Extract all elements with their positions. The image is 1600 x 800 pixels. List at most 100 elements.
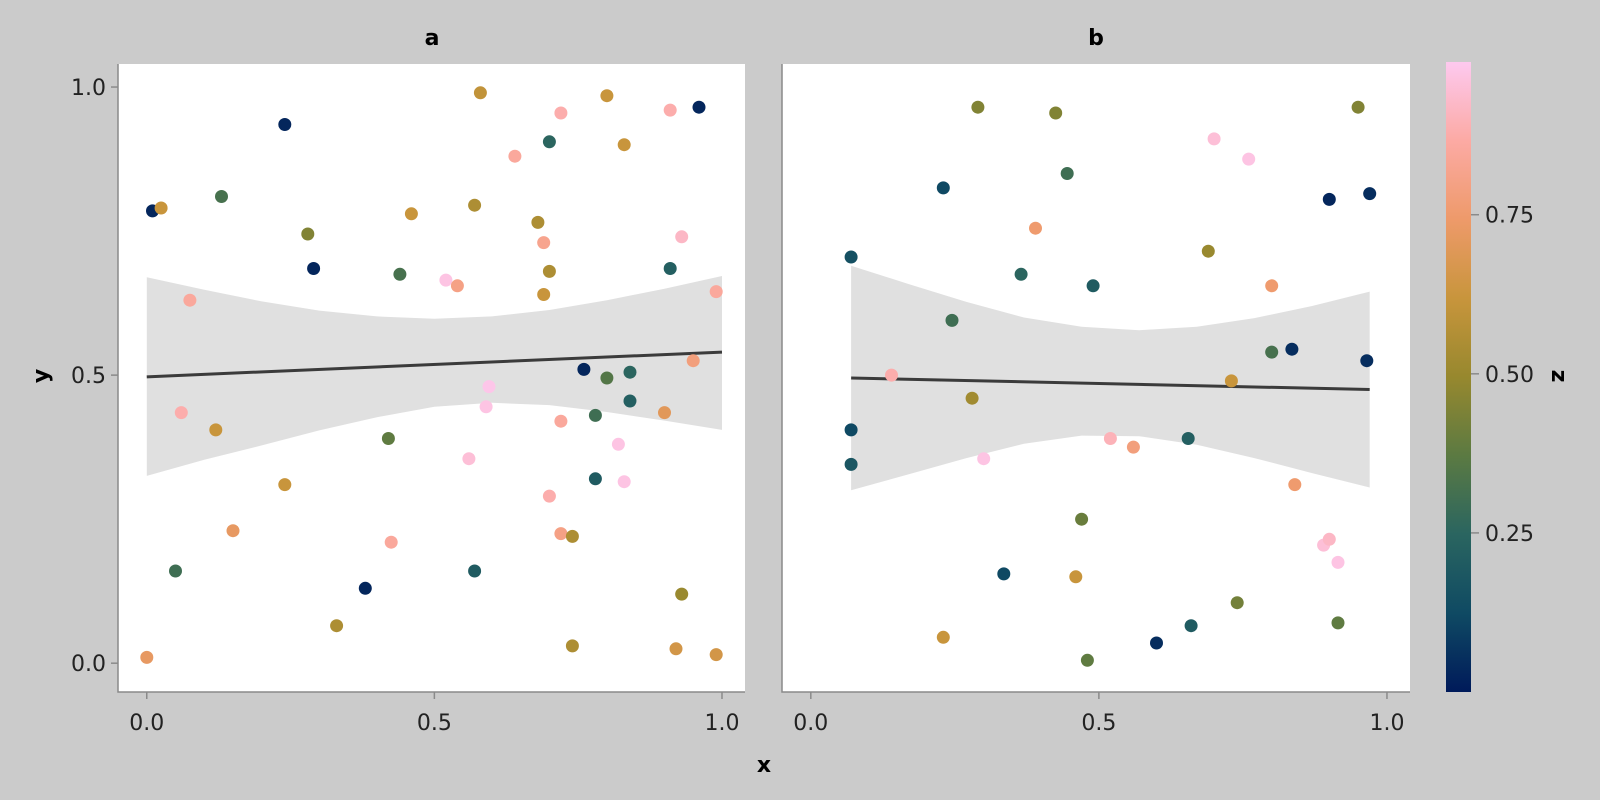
trend-line-a xyxy=(146,350,723,379)
scatter-point xyxy=(936,630,950,644)
scatter-point xyxy=(1230,596,1244,610)
scatter-point xyxy=(1126,440,1140,454)
scatter-point xyxy=(531,215,545,229)
scatter-points-a xyxy=(140,86,723,664)
scatter-point xyxy=(554,527,568,541)
scatter-point xyxy=(600,371,614,385)
scatter-point xyxy=(1322,192,1336,206)
scatter-point xyxy=(473,86,487,100)
scatter-point xyxy=(1201,244,1215,258)
scatter-point xyxy=(663,103,677,117)
scatter-point xyxy=(1103,432,1117,445)
scatter-point xyxy=(140,650,154,664)
x-axis-ticks-a: 0.0 0.5 1.0 xyxy=(129,692,739,736)
scatter-point xyxy=(1285,342,1299,356)
scatter-point xyxy=(508,149,522,163)
scatter-point xyxy=(1242,152,1256,166)
scatter-point xyxy=(183,293,197,307)
scatter-point xyxy=(1049,106,1063,120)
trend-line-b xyxy=(851,376,1370,392)
scatter-point xyxy=(301,227,315,241)
scatter-point xyxy=(154,201,168,215)
confidence-band-area xyxy=(851,265,1370,491)
scatter-point xyxy=(844,250,858,264)
scatter-point xyxy=(977,452,991,466)
scatter-point xyxy=(1360,354,1374,368)
scatter-point xyxy=(588,472,602,486)
panel-a: a 0.0 0.5 1.0 0.0 0.5 1.0 xyxy=(71,26,745,736)
regression-line xyxy=(851,376,1370,392)
scatter-point xyxy=(565,639,579,653)
scatter-point xyxy=(709,285,723,299)
scatter-point xyxy=(577,362,591,376)
scatter-point xyxy=(1363,187,1377,201)
axis-spine-a xyxy=(117,64,745,693)
scatter-point xyxy=(404,207,418,221)
scatter-point xyxy=(669,642,683,656)
scatter-point xyxy=(479,400,493,414)
scatter-point xyxy=(537,236,551,250)
scatter-point xyxy=(588,408,602,422)
confidence-band-area xyxy=(146,276,723,476)
regression-line xyxy=(146,350,723,379)
scatter-point xyxy=(358,581,372,595)
y-axis-ticks-a: 0.0 0.5 1.0 xyxy=(71,76,118,677)
scatter-point xyxy=(675,230,689,244)
scatter-point xyxy=(617,475,631,489)
scatter-point xyxy=(542,489,556,503)
scatter-point xyxy=(468,198,482,212)
scatter-point xyxy=(936,181,950,195)
scatter-point xyxy=(971,100,985,114)
scatter-point xyxy=(381,432,395,445)
scatter-point xyxy=(542,135,556,149)
scatter-point xyxy=(1181,432,1195,445)
y-tick-label: 0.0 xyxy=(71,652,106,677)
scatter-point xyxy=(600,89,614,103)
y-tick-label: 0.5 xyxy=(71,364,106,389)
scatter-point xyxy=(554,106,568,120)
scatter-point xyxy=(1075,512,1089,526)
x-tick-label: 0.0 xyxy=(793,711,828,736)
scatter-point xyxy=(174,406,188,420)
colorbar-tick-label: 0.25 xyxy=(1485,522,1534,547)
scatter-point xyxy=(209,423,223,437)
scatter-point xyxy=(1029,221,1042,235)
x-tick-label: 0.0 xyxy=(129,711,164,736)
scatter-point xyxy=(278,478,292,492)
colorbar-tick-label: 0.75 xyxy=(1485,204,1534,229)
scatter-point xyxy=(330,619,344,633)
scatter-point xyxy=(554,414,568,428)
scatter-point xyxy=(226,524,240,538)
panel-b: b 0.0 0.5 1.0 xyxy=(781,26,1410,736)
scatter-point xyxy=(278,118,292,131)
scatter-point xyxy=(844,457,858,471)
facet-title-b: b xyxy=(1088,26,1104,51)
scatter-point xyxy=(482,380,496,394)
scatter-point xyxy=(1265,279,1279,293)
scatter-point xyxy=(1086,279,1100,293)
scatter-point xyxy=(462,452,476,466)
colorbar: 0.25 0.50 0.75 z xyxy=(1446,62,1571,692)
x-axis-ticks-b: 0.0 0.5 1.0 xyxy=(793,692,1404,736)
scatter-point xyxy=(1060,167,1074,180)
scatter-point xyxy=(611,437,625,451)
x-tick-label: 0.5 xyxy=(417,711,452,736)
scatter-point xyxy=(965,391,979,405)
colorbar-tick-label: 0.50 xyxy=(1485,363,1534,388)
x-tick-label: 0.5 xyxy=(1081,711,1116,736)
colorbar-ticks: 0.25 0.50 0.75 xyxy=(1471,204,1534,547)
confidence-band-a xyxy=(146,276,723,476)
scatter-point xyxy=(844,423,858,437)
scatter-point xyxy=(1351,100,1365,114)
scatter-point xyxy=(450,279,464,293)
scatter-point xyxy=(468,564,482,578)
scatter-point xyxy=(997,567,1011,581)
x-tick-label: 1.0 xyxy=(704,711,739,736)
scatter-point xyxy=(1322,532,1336,546)
scatter-points-b xyxy=(844,100,1377,667)
scatter-point xyxy=(1331,616,1345,630)
scatter-point xyxy=(1150,636,1163,650)
axis-spine-b xyxy=(781,64,1410,693)
y-axis-label: y xyxy=(29,369,54,383)
